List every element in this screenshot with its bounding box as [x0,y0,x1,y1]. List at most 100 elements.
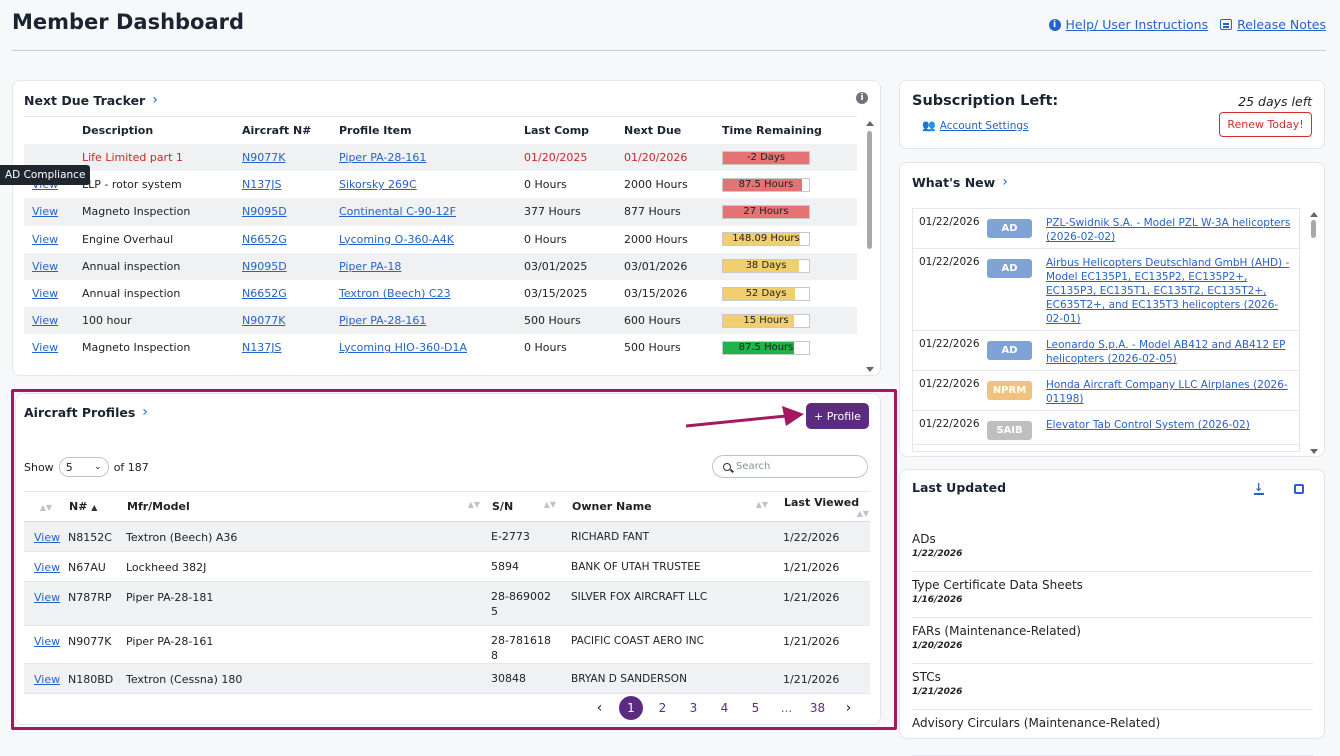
tracker-title[interactable]: Next Due Tracker › [24,92,158,108]
profile-owner: PACIFIC COAST AERO INC [571,625,783,664]
profile-item-link[interactable]: Continental C-90-12F [339,205,457,219]
news-link[interactable]: Leonardo S.p.A. - Model AB412 and AB412 … [1046,339,1286,365]
tracker-profile-item-cell: Continental C-90-12F [339,198,524,226]
profile-item-link[interactable]: Sikorsky 269C [339,178,417,192]
page-38-button[interactable]: 38 [809,701,826,715]
tracker-scrollbar[interactable] [865,117,875,374]
aircraft-link[interactable]: N9077K [242,151,286,165]
tracker-view-link[interactable]: View [32,259,59,273]
profile-item-link[interactable]: Lycoming HIO-360-D1A [339,341,468,355]
next-page-button[interactable]: › [845,700,852,716]
scroll-up-icon[interactable] [1310,212,1318,217]
page-size-select[interactable]: 5 ⌄ [58,457,109,477]
profile-item-link[interactable]: Piper PA-18 [339,259,402,273]
tracker-view-link[interactable]: View [32,314,59,328]
scroll-down-icon[interactable] [866,367,874,372]
page-4-button[interactable]: 4 [720,701,729,715]
tracker-view-link[interactable]: View [32,205,59,219]
search-icon [723,462,731,471]
profiles-col-model[interactable]: Mfr/Model ▲▼ [126,491,491,522]
tracker-profile-item-cell: Piper PA-28-161 [339,307,524,335]
profiles-col-sn[interactable]: S/N ▲▼ [491,491,571,522]
tracker-view-link[interactable]: View [32,232,59,246]
account-settings-link[interactable]: Account Settings [939,119,1029,132]
tracker-col-last-comp[interactable]: Last Comp [524,124,590,137]
release-notes-item[interactable]: Release Notes [1220,17,1326,32]
profile-view-link[interactable]: View [34,561,61,574]
scrollbar-thumb[interactable] [1311,220,1316,238]
download-icon[interactable] [1254,481,1264,495]
chevron-right-icon[interactable]: › [152,92,158,108]
time-remaining-fill [723,151,809,164]
profile-row: View N180BD Textron (Cessna) 180 30848 BRYAN… [24,663,870,694]
time-remaining-fill [723,287,796,300]
page-2-button[interactable]: 2 [658,701,667,715]
aircraft-link[interactable]: N6652G [242,232,287,246]
whats-new-title[interactable]: What's New › [912,174,1008,190]
tracker-time-remaining-cell: 52 Days [722,280,857,307]
profiles-col-last-viewed[interactable]: Last Viewed ▲▼ [783,491,870,522]
renew-button[interactable]: Renew Today! [1219,112,1312,137]
scrollbar-thumb[interactable] [867,131,872,249]
chevron-right-icon[interactable]: › [1002,174,1008,190]
last-updated-item[interactable]: Type Certificate Data Sheets 1/16/2026 [912,572,1313,618]
profile-item-link[interactable]: Textron (Beech) C23 [339,287,451,301]
subscription-title: Subscription Left: [912,93,1059,109]
profile-view-link[interactable]: View [34,591,61,604]
profile-item-link[interactable]: Lycoming O-360-A4K [339,232,455,246]
tracker-col-time-remaining[interactable]: Time Remaining [722,124,822,137]
news-badge-cell: AD [987,338,1046,366]
release-notes-link[interactable]: Release Notes [1237,17,1326,32]
tracker-col-description[interactable]: Description [82,124,154,137]
tracker-view-link[interactable]: View [32,341,59,355]
print-icon[interactable] [1294,484,1304,494]
news-link[interactable]: Elevator Tab Control System (2026-02) [1046,419,1250,431]
tracker-description: 100 hour [82,307,242,335]
aircraft-link[interactable]: N137JS [242,178,282,192]
profile-view-link[interactable]: View [34,531,61,544]
last-updated-item[interactable]: FARs (Maintenance-Related) 1/20/2026 [912,618,1313,664]
last-updated-item[interactable]: STCs 1/21/2026 [912,664,1313,710]
profiles-title[interactable]: Aircraft Profiles › [24,404,148,420]
profile-view-link[interactable]: View [34,635,61,648]
help-link-item[interactable]: i Help/ User Instructions [1048,17,1209,32]
time-remaining-fill [723,233,801,246]
last-updated-actions [1254,481,1304,495]
page-5-button[interactable]: 5 [751,701,760,715]
profiles-col-owner[interactable]: Owner Name ▲▼ [571,491,783,522]
account-settings-item[interactable]: 👥 Account Settings [922,119,1029,132]
tracker-col-profile-item[interactable]: Profile Item [339,124,412,137]
add-profile-button[interactable]: + Profile [806,403,869,429]
profile-item-link[interactable]: Piper PA-28-161 [339,314,427,328]
chevron-right-icon[interactable]: › [142,404,148,420]
page-3-button[interactable]: 3 [689,701,698,715]
search-input[interactable]: Search [712,455,868,478]
aircraft-link[interactable]: N137JS [242,341,282,355]
scroll-down-icon[interactable] [1310,449,1318,454]
scroll-up-icon[interactable] [866,121,874,126]
prev-page-button[interactable]: ‹ [596,700,603,716]
news-scrollbar[interactable] [1309,208,1319,456]
profile-item-link[interactable]: Piper PA-28-161 [339,151,427,165]
tracker-info-icon[interactable]: i [856,92,868,104]
profile-view-link[interactable]: View [34,673,61,686]
ad-compliance-tooltip: AD Compliance [0,165,91,185]
page-1-button[interactable]: 1 [619,696,643,720]
news-link[interactable]: Airbus Helicopters Deutschland GmbH (AHD… [1046,257,1290,325]
news-link[interactable]: Honda Aircraft Company LLC Airplanes (20… [1046,379,1288,405]
tracker-col-aircraft[interactable]: Aircraft N# [242,124,312,137]
news-link[interactable]: PZL-Swidnik S.A. - Model PZL W-3A helico… [1046,217,1291,243]
last-updated-item[interactable]: ADs 1/22/2026 [912,526,1313,572]
aircraft-link[interactable]: N6652G [242,287,287,301]
profile-owner: RICHARD FANT [571,521,783,552]
aircraft-link[interactable]: N9077K [242,314,286,328]
profiles-col-nnum[interactable]: N# ▲ [68,491,126,522]
profile-last-viewed: 1/21/2026 [783,663,870,694]
aircraft-link[interactable]: N9095D [242,205,287,219]
aircraft-link[interactable]: N9095D [242,259,287,273]
top-links: i Help/ User Instructions Release Notes [1048,17,1326,32]
tracker-col-next-due[interactable]: Next Due [624,124,682,137]
tracker-view-link[interactable]: View [32,287,59,301]
help-link[interactable]: Help/ User Instructions [1065,17,1209,32]
last-updated-item[interactable]: Advisory Circulars (Maintenance-Related) [912,710,1313,756]
